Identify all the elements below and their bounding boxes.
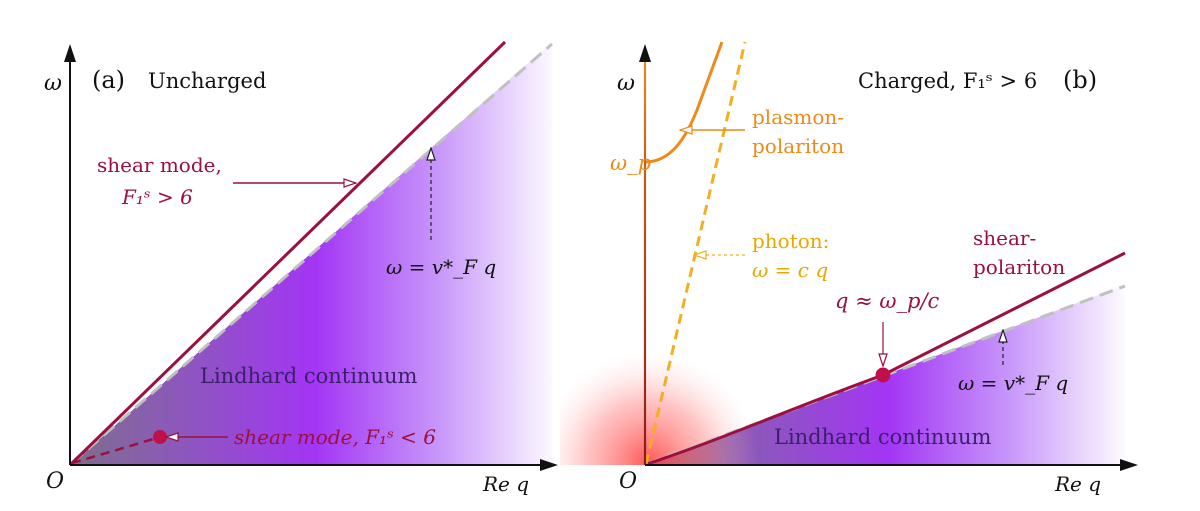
x-axis-arrow-b xyxy=(1120,459,1138,471)
panel-tag-a: (a) xyxy=(92,66,125,94)
y-axis-arrow-a xyxy=(64,44,76,62)
panel-title-a: Uncharged xyxy=(148,69,266,93)
crossing-dot xyxy=(875,367,891,383)
shear-polariton-curve xyxy=(646,251,1126,466)
panel-tag-b: (b) xyxy=(1063,66,1097,94)
origin-label-a: O xyxy=(46,469,64,494)
continuum-label-b: Lindhard continuum xyxy=(774,425,991,449)
photon-label-line2: ω = c q xyxy=(752,258,828,282)
plasmon-label-line2: polariton xyxy=(752,134,844,158)
x-axis-arrow-a xyxy=(540,459,558,471)
shear-lower-label: shear mode, F₁ˢ < 6 xyxy=(234,425,436,449)
plasmon-polariton-curve xyxy=(644,41,724,164)
x-axis-label-a: Re q xyxy=(482,472,529,496)
crossing-label: q ≈ ω_p/c xyxy=(835,289,940,313)
y-axis-arrow-b xyxy=(639,44,651,62)
velocity-label-b: ω = v*_F q xyxy=(958,371,1068,395)
x-axis-label-b: Re q xyxy=(1054,472,1101,496)
panel-a: ω (a) Uncharged O Re q Lindhard continuu… xyxy=(44,40,558,496)
shear-mode-lower-dot xyxy=(153,430,167,444)
velocity-label-a: ω = v*_F q xyxy=(386,255,496,279)
fermi-velocity-boundary-a xyxy=(71,42,553,465)
panel-title-b: Charged, F₁ˢ > 6 xyxy=(858,69,1037,93)
panel-b: ω Charged, F₁ˢ > 6 (b) ω_p plasmon- pola… xyxy=(560,41,1138,496)
origin-label-b: O xyxy=(619,469,637,494)
shear-upper-label-line2: F₁ˢ > 6 xyxy=(121,185,193,209)
shear-mode-lower-curve xyxy=(71,435,161,465)
shear-polariton-label-line1: shear- xyxy=(973,226,1036,250)
photon-label-line1: photon: xyxy=(752,229,829,253)
shear-upper-label-line1: shear mode, xyxy=(97,153,222,177)
plasmon-label-line1: plasmon- xyxy=(752,105,844,129)
shear-mode-upper-line xyxy=(68,40,507,467)
continuum-label-a: Lindhard continuum xyxy=(200,364,417,388)
plasma-glow xyxy=(560,340,780,465)
shear-polariton-label-line2: polariton xyxy=(973,255,1065,279)
y-axis-label-b: ω xyxy=(617,71,635,96)
plasma-frequency-label: ω_p xyxy=(610,151,651,175)
y-axis-label-a: ω xyxy=(44,71,62,96)
